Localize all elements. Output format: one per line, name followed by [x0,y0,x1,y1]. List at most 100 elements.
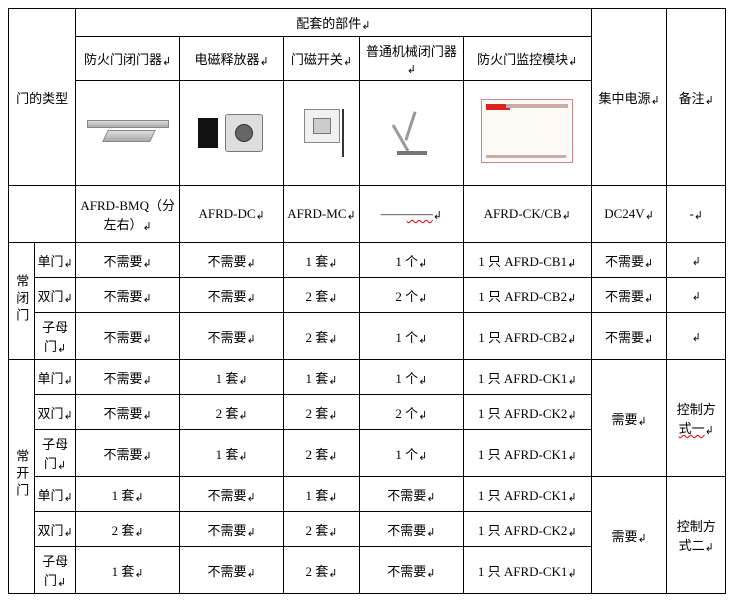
cell: ↲ [667,278,726,313]
mark-icon: ↲ [361,19,370,32]
cell: 1 只 AFRD-CK1↲ [463,477,591,512]
model-c3: AFRD-MC↲ [284,186,360,243]
cell: 2 套↲ [284,547,360,594]
cell: 2 套↲ [284,512,360,547]
cell: 1 只 AFRD-CK1↲ [463,360,591,395]
col-c1-header: 防火门闭门器↲ [76,37,180,81]
door-closer-icon [87,120,169,142]
cell: 2 套↲ [180,395,284,430]
cell: 不需要↲ [180,547,284,594]
col-c5-header: 防火门监控模块↲ [463,37,591,81]
remark-r2: 控制方 式二↲ [667,477,726,594]
monitor-module-icon [481,99,573,163]
cell: 不需要↲ [76,243,180,278]
door-type-heading: 门的类型 [9,9,76,186]
cell: 1 套↲ [180,360,284,395]
cell: 不需要↲ [76,278,180,313]
cell: 2 套↲ [284,395,360,430]
mechanical-closer-icon [391,107,431,155]
magnet-release-icon [225,114,263,152]
cell-need: 需要↲ [591,360,667,477]
wire-icon [342,109,344,157]
col-c2-header: 电磁释放器↲ [180,37,284,81]
col-c3-header: 门磁开关↲ [284,37,360,81]
cell: 不需要↲ [76,395,180,430]
cell: 1 只 AFRD-CB2↲ [463,313,591,360]
cell: 2 个↲ [359,278,463,313]
cell: 1 只 AFRD-CK2↲ [463,395,591,430]
model-c7: -↲ [667,186,726,243]
group-g1: 常闭门 [9,243,35,360]
cell-need: 需要↲ [591,477,667,594]
cell: 不需要↲ [591,278,667,313]
cell: 不需要↲ [359,512,463,547]
subtype-label: 子母门↲ [34,547,75,594]
cell: ↲ [667,243,726,278]
cell: 2 套↲ [76,512,180,547]
cell: 1 套↲ [76,477,180,512]
cell: 不需要↲ [591,243,667,278]
model-c5: AFRD-CK/CB↲ [463,186,591,243]
group-g2: 常开门 [9,360,35,594]
cell: 1 套↲ [180,430,284,477]
col-c6-header: 集中电源↲ [591,9,667,186]
cell: ↲ [667,313,726,360]
product-image-c4 [359,81,463,186]
subtype-label: 单门↲ [34,243,75,278]
table-row: 单门↲ 1 套↲ 不需要↲ 1 套↲ 不需要↲ 1 只 AFRD-CK1↲ 需要… [9,477,726,512]
cell: 不需要↲ [591,313,667,360]
cell: 1 只 AFRD-CB1↲ [463,243,591,278]
cell: 不需要↲ [180,243,284,278]
cell: 2 套↲ [284,430,360,477]
product-image-c3 [284,81,360,186]
cell: 1 套↲ [76,547,180,594]
cell: 1 只 AFRD-CB2↲ [463,278,591,313]
cell: 1 个↲ [359,313,463,360]
cell: 1 个↲ [359,243,463,278]
cell: 1 个↲ [359,360,463,395]
subtype-label: 双门↲ [34,395,75,430]
table-row: 双门↲ 不需要↲ 不需要↲ 2 套↲ 2 个↲ 1 只 AFRD-CB2↲ 不需… [9,278,726,313]
cell: 不需要↲ [76,430,180,477]
cell: 不需要↲ [180,278,284,313]
subtype-label: 单门↲ [34,360,75,395]
cell: 2 套↲ [284,313,360,360]
col-c7-header: 备注↲ [667,9,726,186]
table-row: 子母门↲ 不需要↲ 不需要↲ 2 套↲ 1 个↲ 1 只 AFRD-CB2↲ 不… [9,313,726,360]
cell: 1 套↲ [284,477,360,512]
product-image-c1 [76,81,180,186]
cell: 不需要↲ [180,313,284,360]
cell: 1 个↲ [359,430,463,477]
model-c4: ————↲ [359,186,463,243]
cell: 1 套↲ [284,243,360,278]
subtype-label: 子母门↲ [34,313,75,360]
cell: 1 只 AFRD-CK1↲ [463,547,591,594]
components-heading: 配套的部件↲ [76,9,592,37]
subtype-label: 双门↲ [34,512,75,547]
cell: 不需要↲ [180,477,284,512]
model-spacer [9,186,76,243]
cell: 不需要↲ [359,547,463,594]
model-c6: DC24V↲ [591,186,667,243]
cell: 1 套↲ [284,360,360,395]
subtype-label: 单门↲ [34,477,75,512]
model-c2: AFRD-DC↲ [180,186,284,243]
col-c4-header: 普通机械闭门器↲ [359,37,463,81]
product-image-c5 [463,81,591,186]
cell: 2 个↲ [359,395,463,430]
product-image-c2 [180,81,284,186]
cell: 不需要↲ [76,360,180,395]
table-row: 常开门 单门↲ 不需要↲ 1 套↲ 1 套↲ 1 个↲ 1 只 AFRD-CK1… [9,360,726,395]
subtype-label: 子母门↲ [34,430,75,477]
subtype-label: 双门↲ [34,278,75,313]
cell: 1 只 AFRD-CK1↲ [463,430,591,477]
remark-r1: 控制方 式一↲ [667,360,726,477]
door-type-label: 门的类型 [16,91,68,106]
table-row: 常闭门 单门↲ 不需要↲ 不需要↲ 1 套↲ 1 个↲ 1 只 AFRD-CB1… [9,243,726,278]
cell: 不需要↲ [180,512,284,547]
cell: 不需要↲ [76,313,180,360]
cell: 2 套↲ [284,278,360,313]
model-c1: AFRD-BMQ（分左右）↲ [76,186,180,243]
cell: 不需要↲ [359,477,463,512]
door-sensor-icon [304,109,340,143]
